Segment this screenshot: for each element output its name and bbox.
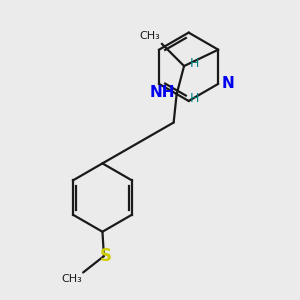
Text: NH: NH — [150, 85, 175, 100]
Text: S: S — [99, 247, 111, 265]
Text: CH₃: CH₃ — [61, 274, 82, 284]
Text: H: H — [190, 92, 200, 105]
Text: H: H — [189, 57, 199, 70]
Text: CH₃: CH₃ — [140, 32, 160, 41]
Text: N: N — [222, 76, 235, 92]
